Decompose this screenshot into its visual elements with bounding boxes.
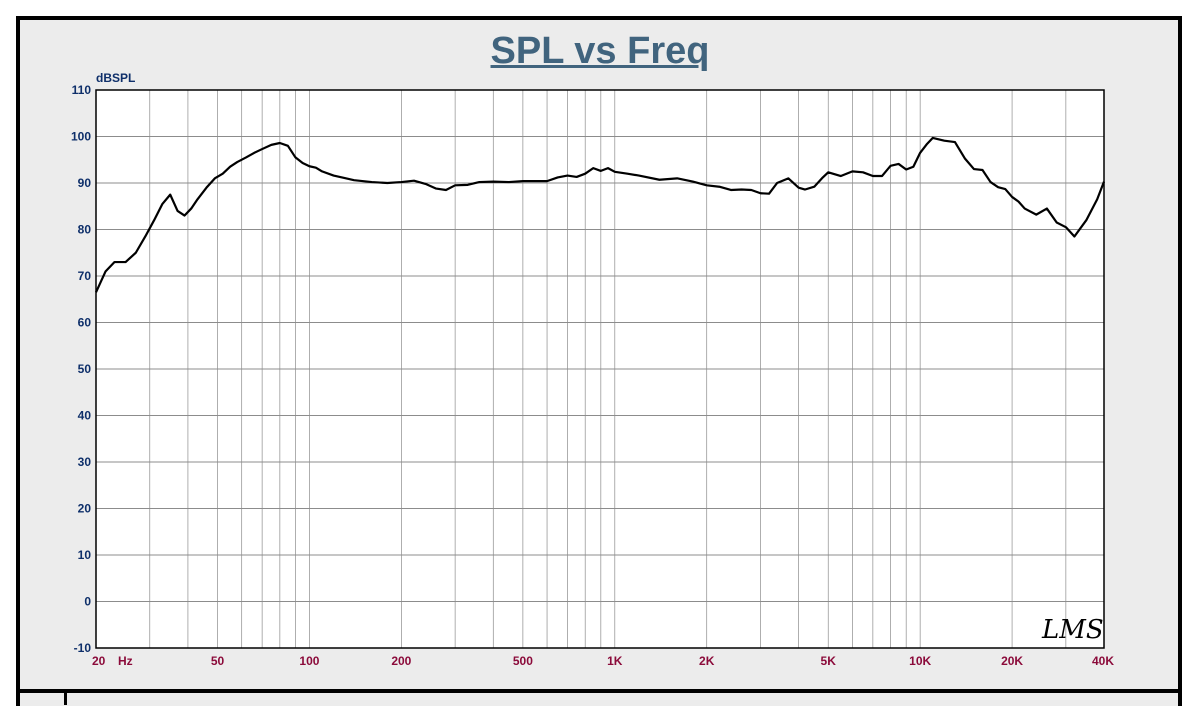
lms-logo: LMS <box>1041 615 1104 645</box>
y-tick-label: 20 <box>78 502 92 516</box>
x-tick-label: 50 <box>211 654 225 668</box>
x-tick-label: 1K <box>607 654 623 668</box>
y-axis-label: dBSPL <box>96 71 135 85</box>
x-tick-label: 2K <box>699 654 715 668</box>
x-tick-label: 100 <box>299 654 319 668</box>
y-tick-label: 110 <box>72 83 92 97</box>
x-tick-label: 20 <box>92 654 106 668</box>
bottom-divider <box>16 689 1182 693</box>
x-tick-label: 20K <box>1001 654 1023 668</box>
x-tick-label: 200 <box>391 654 411 668</box>
plot-border <box>95 89 1105 649</box>
y-tick-label: 0 <box>84 595 91 609</box>
y-tick-label: 90 <box>78 176 92 190</box>
x-tick-label: 5K <box>821 654 837 668</box>
x-tick-label: 500 <box>513 654 533 668</box>
y-tick-label: 70 <box>78 269 92 283</box>
bottom-divider-tick <box>64 693 67 705</box>
x-tick-labels: 20 50 100 200 500 1K 2K 5K 10K 20K 40K <box>92 654 1114 668</box>
x-tick-label: 10K <box>909 654 931 668</box>
y-tick-label: 100 <box>71 130 91 144</box>
y-tick-label: -10 <box>74 641 92 655</box>
y-tick-label: 60 <box>78 316 92 330</box>
y-tick-label: 10 <box>78 548 92 562</box>
y-tick-label: 40 <box>78 409 92 423</box>
grid-major <box>96 136 1104 602</box>
y-tick-label: 80 <box>78 223 92 237</box>
x-unit-label: Hz <box>118 654 133 668</box>
chart-title: SPL vs Freq <box>490 30 710 72</box>
spl-curve <box>94 136 1106 293</box>
y-tick-label: 30 <box>78 455 92 469</box>
x-tick-label: 40K <box>1092 654 1114 668</box>
y-tick-label: 50 <box>78 362 92 376</box>
